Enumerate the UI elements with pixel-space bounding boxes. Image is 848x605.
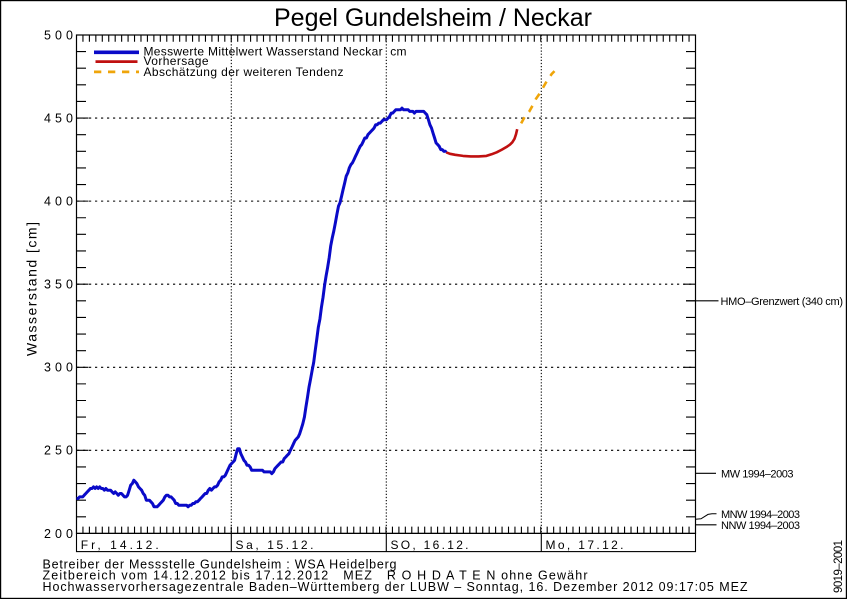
svg-text:Fr, 14.12.: Fr, 14.12. [81, 538, 159, 552]
svg-text:Pegel Gundelsheim / Neckar: Pegel Gundelsheim / Neckar [274, 4, 592, 32]
svg-text:Messwerte Mittelwert Wassersta: Messwerte Mittelwert Wasserstand Neckar … [144, 45, 407, 59]
svg-text:300: 300 [44, 361, 73, 375]
svg-text:Hochwasservorhersagezentrale B: Hochwasservorhersagezentrale Baden–Württ… [43, 580, 748, 594]
svg-text:Mo, 17.12.: Mo, 17.12. [546, 538, 624, 552]
svg-text:250: 250 [44, 444, 73, 458]
svg-text:NNW 1994–2003: NNW 1994–2003 [721, 520, 800, 532]
svg-text:HMO–Grenzwert (340 cm): HMO–Grenzwert (340 cm) [721, 296, 844, 308]
svg-text:Zeitbereich vom 14.12.2012 bis: Zeitbereich vom 14.12.2012 bis 17.12.201… [43, 569, 588, 583]
svg-text:Betreiber der Messstelle Gunde: Betreiber der Messstelle Gundelsheim : W… [43, 557, 397, 571]
svg-text:500: 500 [44, 28, 73, 42]
svg-text:350: 350 [44, 278, 73, 292]
svg-text:Abschätzung der weiteren Tende: Abschätzung der weiteren Tendenz [144, 65, 344, 79]
svg-text:Wasserstand [cm]: Wasserstand [cm] [24, 222, 40, 356]
svg-text:Vorhersage: Vorhersage [144, 54, 209, 68]
svg-text:400: 400 [44, 195, 73, 209]
svg-text:MNW 1994–2003: MNW 1994–2003 [721, 509, 800, 521]
svg-text:200: 200 [44, 527, 73, 541]
svg-text:450: 450 [44, 112, 73, 126]
svg-text:MW 1994–2003: MW 1994–2003 [721, 468, 794, 480]
svg-text:SO, 16.12.: SO, 16.12. [391, 538, 469, 552]
svg-text:9019–2001: 9019–2001 [833, 540, 845, 593]
